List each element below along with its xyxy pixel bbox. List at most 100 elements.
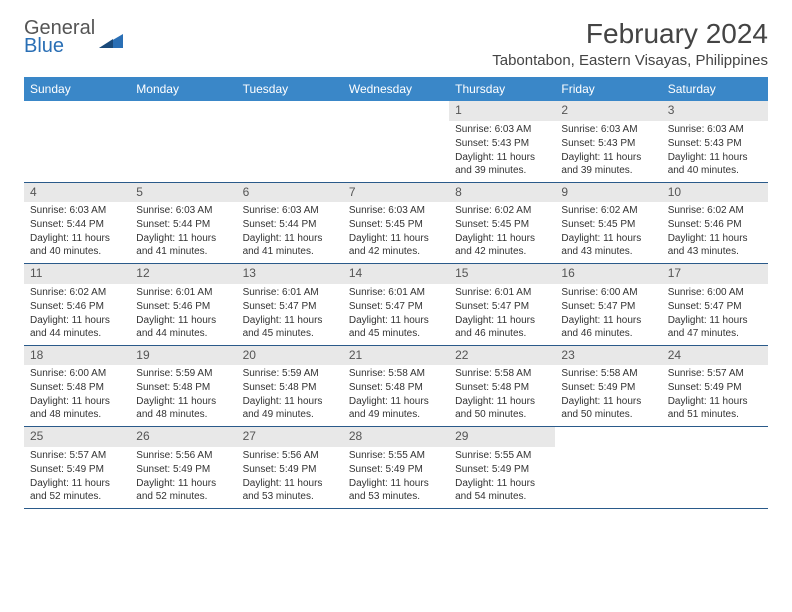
day-cell: 5Sunrise: 6:03 AMSunset: 5:44 PMDaylight…: [130, 183, 236, 264]
sunrise-line: Sunrise: 5:58 AM: [349, 367, 443, 380]
daylight-line: Daylight: 11 hours and 50 minutes.: [455, 395, 549, 421]
day-cell: 24Sunrise: 5:57 AMSunset: 5:49 PMDayligh…: [662, 346, 768, 427]
sunrise-line: Sunrise: 5:55 AM: [455, 449, 549, 462]
day-number: 22: [449, 346, 555, 366]
day-body: Sunrise: 5:58 AMSunset: 5:48 PMDaylight:…: [343, 365, 449, 426]
sunset-line: Sunset: 5:47 PM: [349, 300, 443, 313]
sunset-line: Sunset: 5:48 PM: [30, 381, 124, 394]
day-cell: 27Sunrise: 5:56 AMSunset: 5:49 PMDayligh…: [237, 427, 343, 508]
weekday-header-row: SundayMondayTuesdayWednesdayThursdayFrid…: [24, 77, 768, 101]
sunset-line: Sunset: 5:48 PM: [136, 381, 230, 394]
day-cell: 9Sunrise: 6:02 AMSunset: 5:45 PMDaylight…: [555, 183, 661, 264]
day-cell: 6Sunrise: 6:03 AMSunset: 5:44 PMDaylight…: [237, 183, 343, 264]
sunset-line: Sunset: 5:49 PM: [455, 463, 549, 476]
daylight-line: Daylight: 11 hours and 46 minutes.: [561, 314, 655, 340]
sunrise-line: Sunrise: 5:57 AM: [30, 449, 124, 462]
daylight-line: Daylight: 11 hours and 42 minutes.: [349, 232, 443, 258]
sunset-line: Sunset: 5:49 PM: [561, 381, 655, 394]
sunrise-line: Sunrise: 5:56 AM: [243, 449, 337, 462]
sunrise-line: Sunrise: 6:03 AM: [243, 204, 337, 217]
sunset-line: Sunset: 5:43 PM: [668, 137, 762, 150]
day-body: Sunrise: 6:03 AMSunset: 5:43 PMDaylight:…: [449, 121, 555, 182]
sunrise-line: Sunrise: 6:03 AM: [455, 123, 549, 136]
sunset-line: Sunset: 5:46 PM: [30, 300, 124, 313]
day-cell: .: [662, 427, 768, 508]
weekday-wednesday: Wednesday: [343, 77, 449, 101]
weekday-friday: Friday: [555, 77, 661, 101]
sunrise-line: Sunrise: 6:02 AM: [561, 204, 655, 217]
sunrise-line: Sunrise: 5:57 AM: [668, 367, 762, 380]
daylight-line: Daylight: 11 hours and 43 minutes.: [668, 232, 762, 258]
sunrise-line: Sunrise: 6:03 AM: [30, 204, 124, 217]
day-number: 27: [237, 427, 343, 447]
daylight-line: Daylight: 11 hours and 44 minutes.: [136, 314, 230, 340]
day-cell: 20Sunrise: 5:59 AMSunset: 5:48 PMDayligh…: [237, 346, 343, 427]
sunrise-line: Sunrise: 6:02 AM: [455, 204, 549, 217]
sunset-line: Sunset: 5:44 PM: [243, 218, 337, 231]
day-number: 25: [24, 427, 130, 447]
brand-triangle-icon: [99, 30, 123, 51]
day-body: Sunrise: 6:02 AMSunset: 5:46 PMDaylight:…: [24, 284, 130, 345]
weekday-monday: Monday: [130, 77, 236, 101]
sunset-line: Sunset: 5:49 PM: [30, 463, 124, 476]
daylight-line: Daylight: 11 hours and 48 minutes.: [136, 395, 230, 421]
day-number: 9: [555, 183, 661, 203]
day-cell: .: [555, 427, 661, 508]
day-body: Sunrise: 6:03 AMSunset: 5:44 PMDaylight:…: [130, 202, 236, 263]
day-number: 26: [130, 427, 236, 447]
daylight-line: Daylight: 11 hours and 53 minutes.: [349, 477, 443, 503]
sunrise-line: Sunrise: 5:58 AM: [455, 367, 549, 380]
sunset-line: Sunset: 5:44 PM: [136, 218, 230, 231]
day-number: 29: [449, 427, 555, 447]
day-cell: 18Sunrise: 6:00 AMSunset: 5:48 PMDayligh…: [24, 346, 130, 427]
sunset-line: Sunset: 5:48 PM: [349, 381, 443, 394]
day-cell: 25 Sunrise: 5:57 AMSunset: 5:49 PMDayligh…: [24, 427, 130, 508]
day-body: Sunrise: 6:01 AMSunset: 5:47 PMDaylight:…: [237, 284, 343, 345]
day-body: Sunrise: 5:55 AMSunset: 5:49 PMDaylight:…: [449, 447, 555, 508]
daylight-line: Daylight: 11 hours and 40 minutes.: [668, 151, 762, 177]
day-cell: 13Sunrise: 6:01 AMSunset: 5:47 PMDayligh…: [237, 264, 343, 345]
day-cell: .: [237, 101, 343, 182]
day-number: 14: [343, 264, 449, 284]
daylight-line: Daylight: 11 hours and 43 minutes.: [561, 232, 655, 258]
sunrise-line: Sunrise: 6:00 AM: [561, 286, 655, 299]
day-cell: 28Sunrise: 5:55 AMSunset: 5:49 PMDayligh…: [343, 427, 449, 508]
day-body: Sunrise: 6:03 AMSunset: 5:44 PMDaylight:…: [24, 202, 130, 263]
daylight-line: Daylight: 11 hours and 52 minutes.: [30, 477, 124, 503]
day-number: 4: [24, 183, 130, 203]
day-number: 23: [555, 346, 661, 366]
sunrise-line: Sunrise: 5:59 AM: [136, 367, 230, 380]
day-body: Sunrise: 6:01 AMSunset: 5:46 PMDaylight:…: [130, 284, 236, 345]
day-number: 12: [130, 264, 236, 284]
day-cell: 17Sunrise: 6:00 AMSunset: 5:47 PMDayligh…: [662, 264, 768, 345]
sunset-line: Sunset: 5:49 PM: [349, 463, 443, 476]
day-body: Sunrise: 5:57 AMSunset: 5:49 PMDaylight:…: [662, 365, 768, 426]
daylight-line: Daylight: 11 hours and 49 minutes.: [349, 395, 443, 421]
sunrise-line: Sunrise: 6:01 AM: [349, 286, 443, 299]
weekday-tuesday: Tuesday: [237, 77, 343, 101]
day-number: 10: [662, 183, 768, 203]
sunset-line: Sunset: 5:43 PM: [455, 137, 549, 150]
day-cell: 23Sunrise: 5:58 AMSunset: 5:49 PMDayligh…: [555, 346, 661, 427]
sunset-line: Sunset: 5:46 PM: [136, 300, 230, 313]
sunrise-line: Sunrise: 6:02 AM: [668, 204, 762, 217]
week-row: 18Sunrise: 6:00 AMSunset: 5:48 PMDayligh…: [24, 346, 768, 428]
day-number: 15: [449, 264, 555, 284]
sunset-line: Sunset: 5:49 PM: [136, 463, 230, 476]
day-number: 28: [343, 427, 449, 447]
sunset-line: Sunset: 5:48 PM: [243, 381, 337, 394]
sunrise-line: Sunrise: 6:02 AM: [30, 286, 124, 299]
sunrise-line: Sunrise: 5:59 AM: [243, 367, 337, 380]
day-body: Sunrise: 6:02 AMSunset: 5:46 PMDaylight:…: [662, 202, 768, 263]
day-cell: 1Sunrise: 6:03 AMSunset: 5:43 PMDaylight…: [449, 101, 555, 182]
calendar-grid: SundayMondayTuesdayWednesdayThursdayFrid…: [24, 77, 768, 509]
day-body: Sunrise: 6:03 AMSunset: 5:43 PMDaylight:…: [662, 121, 768, 182]
daylight-line: Daylight: 11 hours and 44 minutes.: [30, 314, 124, 340]
day-body: Sunrise: 5:59 AMSunset: 5:48 PMDaylight:…: [237, 365, 343, 426]
day-body: Sunrise: 5:59 AMSunset: 5:48 PMDaylight:…: [130, 365, 236, 426]
daylight-line: Daylight: 11 hours and 39 minutes.: [561, 151, 655, 177]
week-row: 4Sunrise: 6:03 AMSunset: 5:44 PMDaylight…: [24, 183, 768, 265]
brand-bottom: Blue: [24, 36, 95, 56]
day-cell: 3Sunrise: 6:03 AMSunset: 5:43 PMDaylight…: [662, 101, 768, 182]
day-number: 24: [662, 346, 768, 366]
